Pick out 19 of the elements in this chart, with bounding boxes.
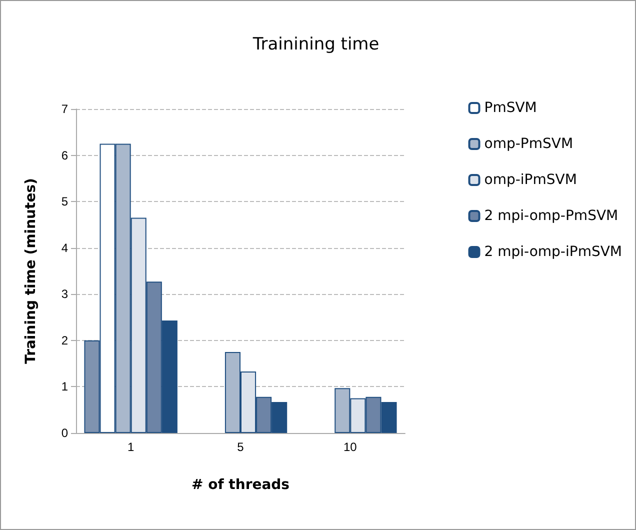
y-tick-label: 7: [61, 102, 68, 116]
x-tick-label: 10: [343, 440, 358, 454]
x-axis-title: # of threads: [191, 477, 290, 493]
x-tick-label: 5: [237, 440, 244, 454]
y-tick-label: 0: [61, 426, 68, 440]
y-tick-label: 2: [61, 333, 68, 348]
x-tick-label: 1: [127, 440, 134, 454]
legend-label: omp-PmSVM: [484, 136, 574, 152]
legend-label: 2 mpi-omp-PmSVM: [484, 208, 618, 224]
legend-label: omp-iPmSVM: [484, 172, 577, 188]
chart-title: Trainining time: [252, 34, 380, 54]
legend-label: 2 mpi-omp-iPmSVM: [484, 244, 622, 260]
y-tick-label: 4: [61, 240, 68, 255]
y-tick-label: 1: [61, 380, 68, 394]
y-axis-title: Training time (minutes): [23, 178, 39, 364]
y-tick-label: 5: [61, 194, 68, 209]
y-tick-label: 3: [61, 287, 68, 302]
legend-label: PmSVM: [484, 100, 537, 116]
y-tick-label: 6: [61, 148, 68, 162]
